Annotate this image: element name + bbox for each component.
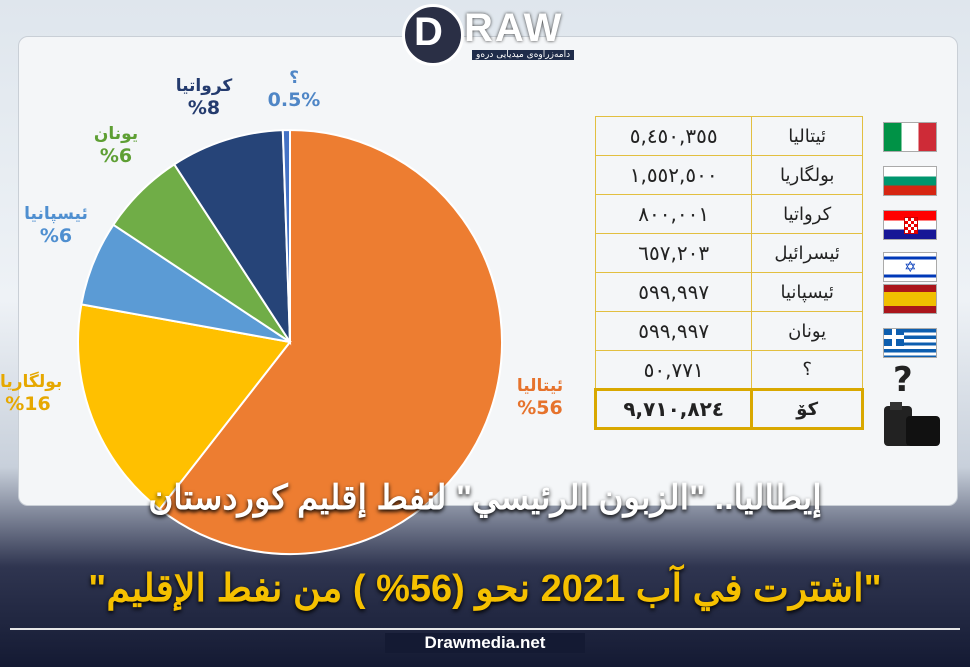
pie-slice-5 [281, 128, 291, 343]
table-row: ٥٩٩,٩٩٧ ئیسپانیا [594, 272, 863, 312]
pie-label-name: ئیسپانیا [24, 204, 88, 224]
pie-label-name: ئیتالیا [516, 376, 564, 396]
footer-url: Drawmedia.net [385, 633, 585, 653]
pie-slice-1 [77, 303, 292, 511]
question-icon: ? [893, 360, 913, 400]
table-total-row: ٩,٧١٠,٨٢٤ کۆ [593, 388, 864, 430]
logo-tagline: دامەزراوەی میدیایی درەو [472, 50, 575, 60]
logo-text: RAW [464, 6, 564, 50]
table-value: ٦٥٧,٢٠٣ [594, 233, 753, 273]
pie-label-3: یونان %6 [84, 124, 148, 169]
table-row: ١,٥٥٢,٥٠٠ بولگاریا [594, 155, 863, 195]
pie-label-value: %56 [517, 397, 563, 420]
table-value: ٩,٧١٠,٨٢٤ [593, 388, 754, 430]
italy-flag [883, 122, 937, 152]
table-value: ٥٠,٧٧١ [594, 350, 753, 390]
table-row: ٥٩٩,٩٩٧ یونان [594, 311, 863, 351]
pie-label-value: %6 [99, 145, 133, 168]
table-country: ئیتالیا [751, 116, 863, 156]
table-row: ٦٥٧,٢٠٣ ئیسرائیل [594, 233, 863, 273]
pie-label-5: ؟ 0.5% [266, 68, 322, 113]
subheadline: "اشترت في آب 2021 نحو (56% ) من نفط الإق… [88, 568, 882, 610]
greece-flag [883, 328, 937, 358]
table-value: ٨٠٠,٠٠١ [594, 194, 753, 234]
table-country: ئیسرائیل [751, 233, 863, 273]
pie-label-value: %6 [39, 225, 73, 248]
pie-label-name: بولگاریا [0, 372, 63, 392]
spain-flag [883, 284, 937, 314]
pie-label-value: 0.5% [267, 89, 321, 112]
table-country: کرواتیا [751, 194, 863, 234]
table-value: ٥,٤٥٠,٣٥٥ [594, 116, 753, 156]
table-country: یونان [751, 311, 863, 351]
pie-label-4: کرواتیا %8 [168, 76, 240, 121]
pie-label-value: %16 [5, 393, 51, 416]
table-value: ٥٩٩,٩٩٧ [594, 311, 753, 351]
table-value: ١,٥٥٢,٥٠٠ [594, 155, 753, 195]
table-country: ئیسپانیا [751, 272, 863, 312]
pie-label-0: ئیتالیا %56 [508, 376, 572, 421]
table-country: بولگاریا [751, 155, 863, 195]
logo-mark: D [414, 10, 443, 54]
pie-slice-4 [172, 129, 292, 346]
table-row: ٨٠٠,٠٠١ کرواتیا [594, 194, 863, 234]
pie-label-2: ئیسپانیا %6 [16, 204, 96, 249]
pie-label-name: ؟ [289, 68, 299, 88]
pie-label-name: کرواتیا [175, 76, 233, 96]
israel-flag: ✡ [883, 252, 937, 282]
table-row: ٥٠,٧٧١ ؟ [594, 350, 863, 390]
bulgaria-flag [883, 166, 937, 196]
footer-divider [10, 628, 960, 630]
data-table: ٥,٤٥٠,٣٥٥ ئیتالیا ١,٥٥٢,٥٠٠ بولگاریا ٨٠٠,٠٠١… [593, 116, 864, 430]
croatia-flag [883, 210, 937, 240]
table-value: ٥٩٩,٩٩٧ [594, 272, 753, 312]
oil-barrel-icon [884, 402, 946, 448]
pie-label-value: %8 [187, 97, 221, 120]
table-country: کۆ [750, 388, 864, 430]
logo-circle [402, 4, 464, 66]
pie-slice-0 [158, 128, 503, 555]
headline: إيطاليا.. "الزبون الرئيسي" لنفط إقليم كو… [148, 479, 822, 517]
logo: D RAW دامەزراوەی میدیایی درەو [402, 4, 598, 66]
pie-label-1: بولگاریا %16 [0, 372, 63, 417]
table-row: ٥,٤٥٠,٣٥٥ ئیتالیا [594, 116, 863, 156]
table-country: ؟ [751, 350, 863, 390]
pie-label-name: یونان [93, 124, 139, 144]
